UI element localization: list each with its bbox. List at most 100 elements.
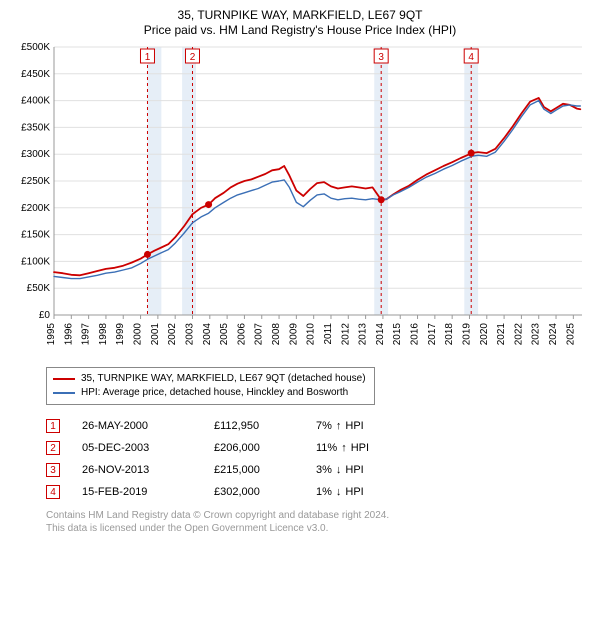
x-tick-label: 2021: [496, 323, 507, 346]
chart-titles: 35, TURNPIKE WAY, MARKFIELD, LE67 9QT Pr…: [10, 8, 590, 37]
legend-swatch: [53, 392, 75, 394]
line-chart: £0 £50K £100K £150K £200K £250K £300K £350K £400…: [10, 41, 590, 361]
x-tick-label: 2017: [427, 323, 438, 346]
transaction-diff-pct: 11%: [316, 442, 337, 454]
arrow-up-icon: ↑: [341, 442, 347, 454]
transaction-diff: 7% ↑HPI: [316, 420, 416, 432]
arrow-down-icon: ↓: [336, 486, 342, 498]
x-tick-label: 1998: [98, 323, 109, 346]
transaction-diff: 1% ↓HPI: [316, 486, 416, 498]
footnote-line-2: This data is licensed under the Open Gov…: [46, 522, 590, 535]
x-tick-label: 2023: [531, 323, 542, 346]
sale-marker-dot: [205, 201, 212, 208]
x-tick-label: 2022: [513, 323, 524, 346]
transaction-price: £206,000: [214, 442, 294, 454]
x-tick-label: 2004: [202, 323, 213, 346]
transaction-diff-pct: 1%: [316, 486, 332, 498]
page: 35, TURNPIKE WAY, MARKFIELD, LE67 9QT Pr…: [0, 0, 600, 620]
marker-badge-text: 3: [378, 52, 384, 63]
transaction-row: 4 15-FEB-2019 £302,000 1% ↓HPI: [46, 481, 590, 503]
x-tick-label: 2008: [271, 323, 282, 346]
transaction-diff-label: HPI: [345, 486, 363, 498]
transaction-diff-pct: 3%: [316, 464, 332, 476]
transaction-badge: 2: [46, 441, 60, 455]
footnote: Contains HM Land Registry data © Crown c…: [46, 509, 590, 535]
transaction-price: £215,000: [214, 464, 294, 476]
x-tick-label: 2013: [358, 323, 369, 346]
legend-label: 35, TURNPIKE WAY, MARKFIELD, LE67 9QT (d…: [81, 372, 366, 386]
x-tick-label: 1999: [115, 323, 126, 346]
chart-title-address: 35, TURNPIKE WAY, MARKFIELD, LE67 9QT: [10, 8, 590, 22]
marker-badge-text: 1: [145, 52, 151, 63]
transaction-price: £112,950: [214, 420, 294, 432]
y-tick-label: £300K: [21, 149, 50, 160]
series-line: [54, 98, 580, 275]
x-tick-label: 2002: [167, 323, 178, 346]
transaction-date: 26-MAY-2000: [82, 420, 192, 432]
x-tick-label: 2012: [340, 323, 351, 346]
transaction-diff-pct: 7%: [316, 420, 332, 432]
y-tick-label: £500K: [21, 42, 50, 53]
x-tick-label: 2001: [150, 323, 161, 346]
transaction-date: 05-DEC-2003: [82, 442, 192, 454]
x-tick-label: 2009: [288, 323, 299, 346]
transaction-row: 1 26-MAY-2000 £112,950 7% ↑HPI: [46, 415, 590, 437]
x-tick-label: 1995: [46, 323, 57, 346]
legend-row: HPI: Average price, detached house, Hinc…: [53, 386, 366, 400]
x-tick-label: 2006: [236, 323, 247, 346]
transaction-price: £302,000: [214, 486, 294, 498]
x-tick-label: 2003: [184, 323, 195, 346]
x-tick-label: 2019: [461, 323, 472, 346]
y-tick-label: £100K: [21, 256, 50, 267]
arrow-up-icon: ↑: [336, 420, 342, 432]
arrow-down-icon: ↓: [336, 464, 342, 476]
transaction-diff: 3% ↓HPI: [316, 464, 416, 476]
y-tick-label: £200K: [21, 203, 50, 214]
x-tick-label: 2020: [479, 323, 490, 346]
sale-marker-dot: [144, 251, 151, 258]
y-tick-label: £450K: [21, 69, 50, 80]
transaction-diff-label: HPI: [345, 464, 363, 476]
sale-marker-dot: [378, 196, 385, 203]
y-tick-label: £50K: [27, 283, 51, 294]
transaction-badge: 4: [46, 485, 60, 499]
x-tick-label: 2014: [375, 323, 386, 346]
footnote-line-1: Contains HM Land Registry data © Crown c…: [46, 509, 590, 522]
x-tick-label: 2018: [444, 323, 455, 346]
x-tick-label: 2015: [392, 323, 403, 346]
x-tick-label: 2005: [219, 323, 230, 346]
sale-marker-dot: [468, 150, 475, 157]
chart-legend: 35, TURNPIKE WAY, MARKFIELD, LE67 9QT (d…: [46, 367, 375, 405]
marker-badge-text: 4: [468, 52, 474, 63]
transactions-table: 126-MAY-2000£112,9507%↑HPI205-DEC-2003£2…: [46, 415, 590, 503]
transaction-diff-label: HPI: [351, 442, 369, 454]
y-tick-label: £350K: [21, 122, 50, 133]
marker-badge-text: 2: [190, 52, 196, 63]
legend-label: HPI: Average price, detached house, Hinc…: [81, 386, 348, 400]
x-tick-label: 2025: [565, 323, 576, 346]
transaction-badge: 1: [46, 419, 60, 433]
x-tick-label: 1997: [81, 323, 92, 346]
transaction-date: 26-NOV-2013: [82, 464, 192, 476]
legend-row: 35, TURNPIKE WAY, MARKFIELD, LE67 9QT (d…: [53, 372, 366, 386]
x-tick-label: 2000: [133, 323, 144, 346]
transaction-row: 2 05-DEC-2003 £206,000 11% ↑ HPI: [46, 437, 590, 459]
chart-area: £0 £50K £100K £150K £200K £250K £300K £350K £400…: [10, 41, 590, 361]
y-tick-label: £400K: [21, 96, 50, 107]
legend-swatch: [53, 378, 75, 380]
x-tick-label: 2016: [410, 323, 421, 346]
transaction-diff: 11% ↑ HPI: [316, 442, 416, 454]
transaction-diff-label: HPI: [345, 420, 363, 432]
transaction-row: 3 26-NOV-2013 £215,000 3% ↓HPI: [46, 459, 590, 481]
y-tick-label: £250K: [21, 176, 50, 187]
transaction-date: 15-FEB-2019: [82, 486, 192, 498]
x-tick-label: 2011: [323, 323, 334, 345]
x-tick-label: 1996: [63, 323, 74, 346]
x-tick-label: 2007: [254, 323, 265, 346]
x-tick-label: 2010: [306, 323, 317, 346]
y-tick-label: £150K: [21, 230, 50, 241]
chart-title-subtitle: Price paid vs. HM Land Registry's House …: [10, 23, 590, 37]
transaction-badge: 3: [46, 463, 60, 477]
x-tick-label: 2024: [548, 323, 559, 346]
y-tick-label: £0: [39, 310, 51, 321]
